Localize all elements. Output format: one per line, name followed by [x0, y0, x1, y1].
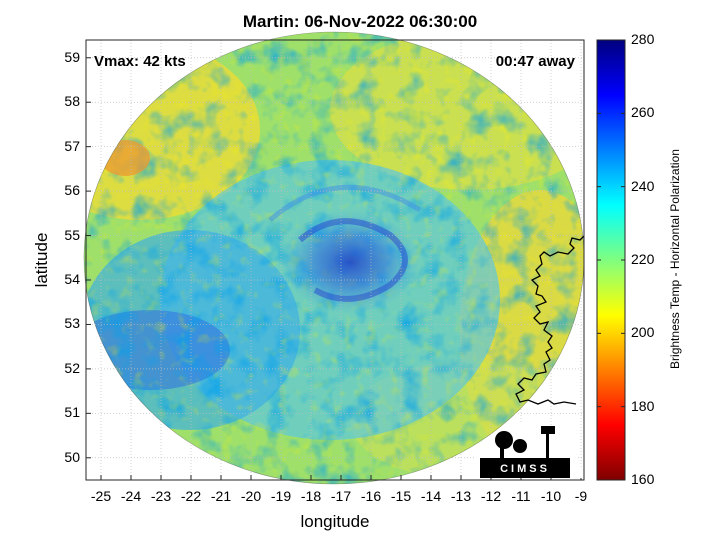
x-tick-label: -25	[90, 488, 112, 504]
x-tick-label: -18	[300, 488, 322, 504]
x-tick-label: -21	[210, 488, 232, 504]
y-tick-label: 52	[64, 359, 80, 376]
x-tick-label: -16	[360, 488, 382, 504]
y-tick-label: 55	[64, 226, 80, 243]
x-tick-label: -20	[240, 488, 262, 504]
y-tick-label: 54	[64, 271, 80, 287]
colorbar-tick-label: 260	[631, 104, 655, 121]
x-tick-label: -23	[150, 488, 172, 504]
x-tick-label: -15	[390, 488, 412, 504]
colorbar-tick-label: 280	[631, 31, 655, 47]
colorbar-tick-label: 160	[631, 471, 655, 487]
colorbar-tick-label: 200	[631, 324, 655, 341]
y-tick-label: 53	[64, 315, 80, 332]
coastline	[515, 235, 584, 405]
y-tick-label: 58	[64, 93, 80, 110]
x-tick-label: -17	[330, 488, 352, 504]
colorbar-tick-label: 180	[631, 397, 655, 414]
vmax-label: Vmax: 42 kts	[94, 53, 186, 70]
y-tick-label: 59	[64, 48, 80, 65]
x-tick-label: -22	[180, 488, 202, 504]
axes-box	[85, 39, 585, 481]
colorbar-tick-label: 240	[631, 177, 655, 194]
y-tick-label: 51	[64, 404, 80, 421]
x-tick-label: -24	[120, 488, 142, 504]
y-tick-label: 50	[64, 448, 80, 465]
gridlines	[86, 40, 584, 480]
x-axis-label: longitude	[300, 512, 370, 531]
x-tick-label: -19	[270, 488, 292, 504]
y-tick-label: 57	[64, 137, 80, 154]
x-tick-label: -9	[574, 488, 588, 504]
x-tick-label: -11	[511, 488, 531, 504]
logo-lettering: CIMSS	[500, 463, 550, 475]
y-axis-label: latitude	[32, 232, 51, 288]
x-tick-label: -13	[450, 488, 472, 504]
cimss-logo: CIMSS	[472, 423, 582, 478]
x-tick-label: -12	[480, 488, 502, 504]
colorbar	[596, 39, 626, 481]
time-away-label: 00:47 away	[495, 53, 575, 70]
y-tick-label: 56	[64, 182, 80, 199]
colorbar-label: Brightness Temp - Horizontal Polarizatio…	[668, 149, 682, 369]
x-tick-label: -10	[540, 488, 562, 504]
x-tick-label: -14	[420, 488, 442, 504]
colorbar-tick-marks	[597, 39, 625, 481]
map-title: Martin: 06-Nov-2022 06:30:00	[242, 12, 478, 31]
colorbar-tick-label: 220	[631, 251, 655, 267]
